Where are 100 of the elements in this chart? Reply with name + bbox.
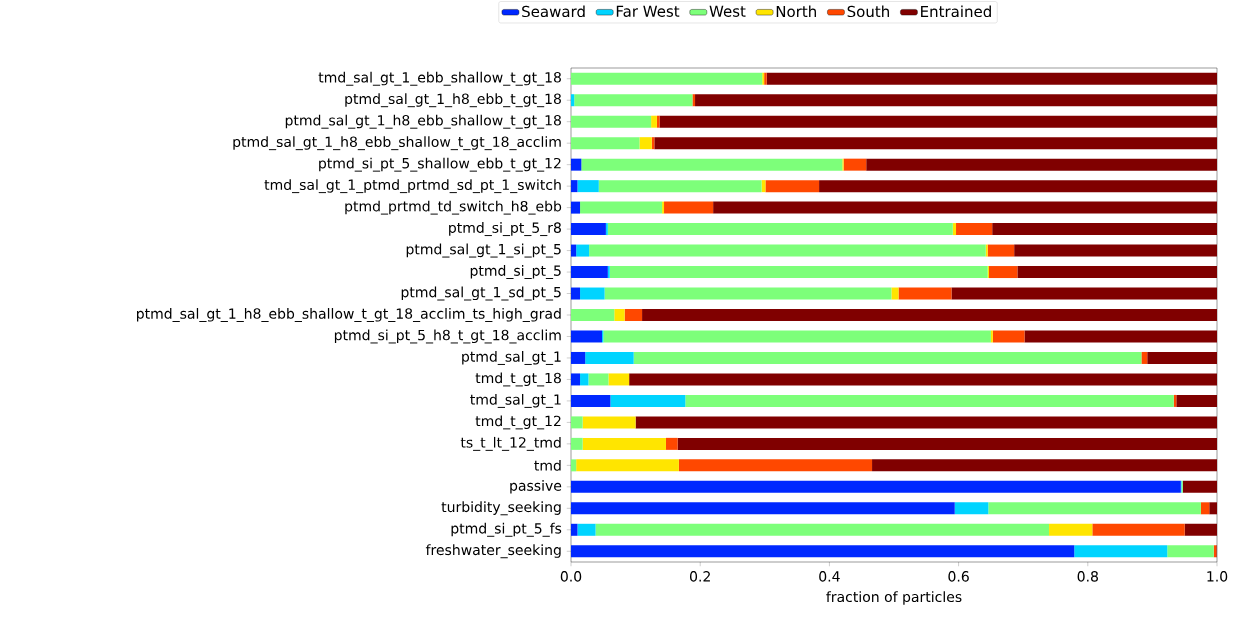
bar — [595, 523, 1050, 536]
y-tick-label: ts_t_lt_12_tmd — [460, 436, 561, 451]
bar — [765, 180, 820, 193]
bar — [1092, 523, 1185, 536]
y-tick-label: tmd — [534, 459, 561, 471]
bar — [898, 287, 952, 300]
bar — [589, 244, 986, 257]
bar — [651, 115, 657, 128]
bar — [603, 330, 991, 343]
bar — [582, 437, 666, 450]
bar — [571, 416, 583, 429]
bar — [571, 158, 582, 171]
bar — [677, 437, 1218, 450]
bar — [580, 287, 605, 300]
legend-label: Far West — [616, 5, 680, 17]
bar — [987, 244, 1015, 257]
bar — [1200, 502, 1210, 515]
bar — [571, 223, 606, 236]
bar — [639, 137, 652, 150]
bar — [598, 180, 762, 193]
bar — [1184, 523, 1218, 536]
bar — [571, 351, 586, 364]
bar — [585, 351, 634, 364]
bar — [571, 115, 652, 128]
bar — [1209, 502, 1218, 515]
bar — [571, 394, 611, 407]
bar — [954, 502, 989, 515]
bar — [872, 459, 1218, 472]
y-tick-label: ptmd_sal_gt_1_h8_ebb_shallow_t_gt_18_acclim_ts_high_grad — [137, 308, 561, 322]
bar — [692, 94, 696, 107]
bar — [629, 373, 1218, 386]
x-tick-label: 0.2 — [689, 571, 710, 582]
bar — [614, 309, 625, 321]
y-tick-label: tmd_t_gt_12 — [475, 415, 561, 430]
bar — [624, 309, 643, 321]
bar — [659, 115, 1218, 128]
bar — [571, 545, 1075, 558]
bar — [695, 94, 1218, 107]
bar — [654, 137, 1218, 150]
bar — [571, 287, 581, 300]
bar — [685, 394, 1174, 407]
bar — [571, 502, 955, 515]
bar — [608, 373, 630, 386]
y-tick-label: ptmd_si_pt_5_h8_t_gt_18_acclim — [334, 329, 561, 344]
bar — [571, 72, 763, 85]
bar — [992, 330, 1025, 343]
legend-label: North — [776, 5, 816, 18]
bar — [581, 158, 843, 171]
bar — [577, 523, 596, 536]
y-tick-label: tmd_sal_gt_1_ptmd_prtmd_sd_pt_1_switch — [264, 179, 561, 194]
bar — [1049, 523, 1093, 536]
bar — [576, 459, 679, 472]
x-tick-label: 0.4 — [819, 571, 840, 582]
bar — [571, 309, 615, 321]
bar — [571, 201, 581, 214]
x-axis-title: fraction of particles — [826, 591, 962, 605]
bar — [580, 201, 663, 214]
bar — [607, 223, 953, 236]
bar — [1024, 330, 1218, 343]
y-tick-label: ptmd_sal_gt_1_h8_ebb_t_gt_18 — [345, 93, 561, 108]
bar — [635, 416, 1218, 429]
bar — [664, 201, 714, 214]
y-tick-label: ptmd_si_pt_5_fs — [451, 522, 562, 537]
y-tick-label: ptmd_prtmd_td_switch_h8_ebb — [345, 200, 562, 215]
bar — [988, 266, 1018, 279]
x-tick-label: 1.0 — [1207, 571, 1228, 582]
bar — [1147, 351, 1218, 364]
x-tick-label: 0.8 — [1077, 571, 1098, 582]
bar — [609, 266, 988, 279]
bar — [571, 244, 577, 257]
bar — [604, 287, 892, 300]
bar — [1074, 545, 1168, 558]
bar — [1182, 480, 1218, 493]
legend-label: South — [847, 5, 889, 18]
y-tick-label: ptmd_sal_gt_1_si_pt_5 — [406, 243, 561, 258]
bar — [1176, 394, 1218, 407]
bar — [713, 201, 1218, 214]
y-tick-label: tmd_sal_gt_1_ebb_shallow_t_gt_18 — [318, 71, 561, 86]
bar — [1014, 244, 1218, 257]
bar — [571, 266, 608, 279]
y-tick-label: ptmd_sal_gt_1_h8_ebb_shallow_t_gt_18_acclim — [233, 136, 561, 151]
x-tick-label: 0.0 — [560, 571, 582, 582]
y-tick-label: tmd_t_gt_18 — [475, 372, 561, 387]
legend-label: West — [709, 5, 746, 17]
bar — [665, 437, 678, 450]
bar — [571, 137, 640, 150]
bar — [1141, 351, 1148, 364]
bar — [576, 244, 590, 257]
bar — [571, 480, 1181, 493]
bar — [678, 459, 873, 472]
bar — [571, 373, 581, 386]
bar — [819, 180, 1218, 193]
y-tick-label: passive — [510, 480, 562, 494]
bar — [891, 287, 899, 300]
y-tick-label: ptmd_sal_gt_1_sd_pt_5 — [401, 286, 561, 301]
y-tick-label: ptmd_sal_gt_1_h8_ebb_shallow_t_gt_18 — [285, 114, 561, 129]
bar — [571, 330, 603, 343]
bar — [988, 502, 1201, 515]
bar — [582, 416, 636, 429]
y-tick-label: freshwater_seeking — [425, 544, 561, 559]
